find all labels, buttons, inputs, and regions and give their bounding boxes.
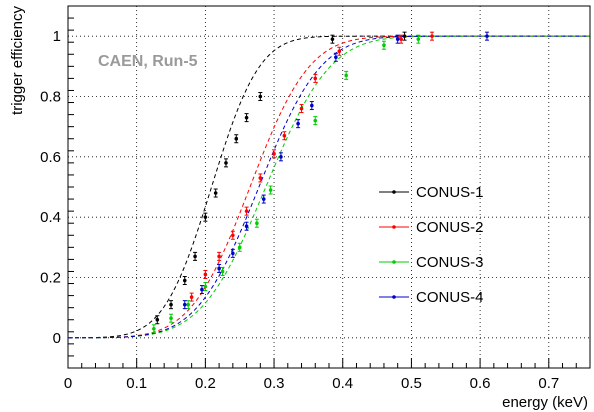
y-tick-label: 0.8 <box>40 89 61 106</box>
data-point-series-2 <box>282 133 287 138</box>
x-axis-label: energy (keV) <box>502 394 588 411</box>
data-point-series-1 <box>244 115 249 120</box>
data-point-series-1 <box>258 94 263 99</box>
data-point-series-3 <box>203 284 208 289</box>
x-tick-label: 0.1 <box>126 375 147 392</box>
legend-entry-series-4: CONUS-4 <box>379 289 484 306</box>
data-point-series-2 <box>337 49 342 54</box>
legend-label: CONUS-3 <box>416 254 484 271</box>
x-tick-label: 0 <box>64 375 72 392</box>
data-point-series-4 <box>279 155 283 159</box>
data-point-series-1 <box>182 278 187 283</box>
plot-frame <box>67 5 591 369</box>
y-tick-label: 0.2 <box>40 270 61 287</box>
data-point-series-4 <box>395 37 400 41</box>
data-point-series-4 <box>182 302 187 307</box>
legend-marker <box>392 190 396 194</box>
legend-label: CONUS-2 <box>416 219 484 236</box>
data-point-series-4 <box>200 287 204 292</box>
data-point-series-3 <box>382 43 386 48</box>
legend-marker <box>392 260 396 264</box>
data-point-series-3 <box>416 37 421 41</box>
y-tick-label: 1 <box>53 28 61 45</box>
data-point-series-3 <box>313 118 318 123</box>
data-point-series-1 <box>155 317 160 322</box>
data-point-series-3 <box>220 269 225 274</box>
data-point-series-4 <box>334 55 338 60</box>
legend: CONUS-1 CONUS-2 CONUS-3 CONUS-4 <box>379 184 484 306</box>
grid-lines <box>68 6 590 368</box>
x-tick-label: 0.5 <box>401 375 422 392</box>
data-point-series-4 <box>231 251 235 256</box>
x-tick-label: 0.7 <box>538 375 559 392</box>
axis-ticks: 0 0.1 0.2 0.3 0.4 0.5 0.6 0.7 0 0.2 0.4 0.6 0.8 1 <box>40 5 591 392</box>
data-point-series-3 <box>152 326 156 331</box>
legend-entry-series-3: CONUS-3 <box>379 254 484 271</box>
x-tick-label: 0.4 <box>332 375 353 392</box>
y-tick-label: 0 <box>53 330 61 347</box>
annotation-label: CAEN, Run-5 <box>98 53 198 70</box>
y-axis-label: trigger efficiency <box>9 6 26 115</box>
legend-label: CONUS-4 <box>416 289 484 306</box>
data-point-series-2 <box>313 76 318 81</box>
data-point-series-2 <box>244 209 249 213</box>
x-tick-label: 0.3 <box>264 375 285 392</box>
legend-marker <box>392 225 396 229</box>
legend-entry-series-1: CONUS-1 <box>379 184 484 201</box>
legend-marker <box>392 295 396 299</box>
data-point-series-3 <box>169 316 173 321</box>
legend-entry-series-2: CONUS-2 <box>379 219 484 236</box>
data-point-series-3 <box>237 245 242 250</box>
legend-label: CONUS-1 <box>416 184 484 201</box>
data-point-series-2 <box>231 233 235 238</box>
data-point-series-3 <box>186 302 190 307</box>
data-point-series-2 <box>430 34 434 38</box>
data-point-series-1 <box>169 302 173 307</box>
data-point-series-4 <box>310 103 314 108</box>
data-point-series-1 <box>402 34 407 38</box>
data-point-series-2 <box>299 106 304 111</box>
data-point-series-4 <box>261 197 266 201</box>
data-point-series-4 <box>244 224 249 229</box>
data-point-series-2 <box>258 176 263 180</box>
data-point-series-2 <box>272 152 276 156</box>
data-point-series-2 <box>203 272 208 277</box>
data-point-series-4 <box>485 34 489 38</box>
x-tick-label: 0.6 <box>470 375 491 392</box>
data-point-series-1 <box>203 215 208 219</box>
data-point-series-3 <box>255 221 259 225</box>
data-point-series-2 <box>189 295 194 299</box>
y-tick-label: 0.4 <box>40 209 61 226</box>
data-point-series-4 <box>217 266 221 271</box>
data-point-series-2 <box>399 37 403 41</box>
data-points <box>151 31 489 334</box>
data-point-series-1 <box>234 136 239 141</box>
fit-curve-series-3 <box>68 35 590 339</box>
x-tick-label: 0.2 <box>195 375 216 392</box>
data-point-series-1 <box>330 37 335 41</box>
data-point-series-1 <box>213 191 218 195</box>
y-tick-label: 0.6 <box>40 149 61 166</box>
data-point-series-1 <box>224 161 228 165</box>
data-point-series-2 <box>217 254 221 259</box>
data-point-series-1 <box>193 254 197 259</box>
data-point-series-4 <box>296 121 300 126</box>
data-point-series-3 <box>344 73 348 78</box>
data-point-series-3 <box>268 188 273 192</box>
